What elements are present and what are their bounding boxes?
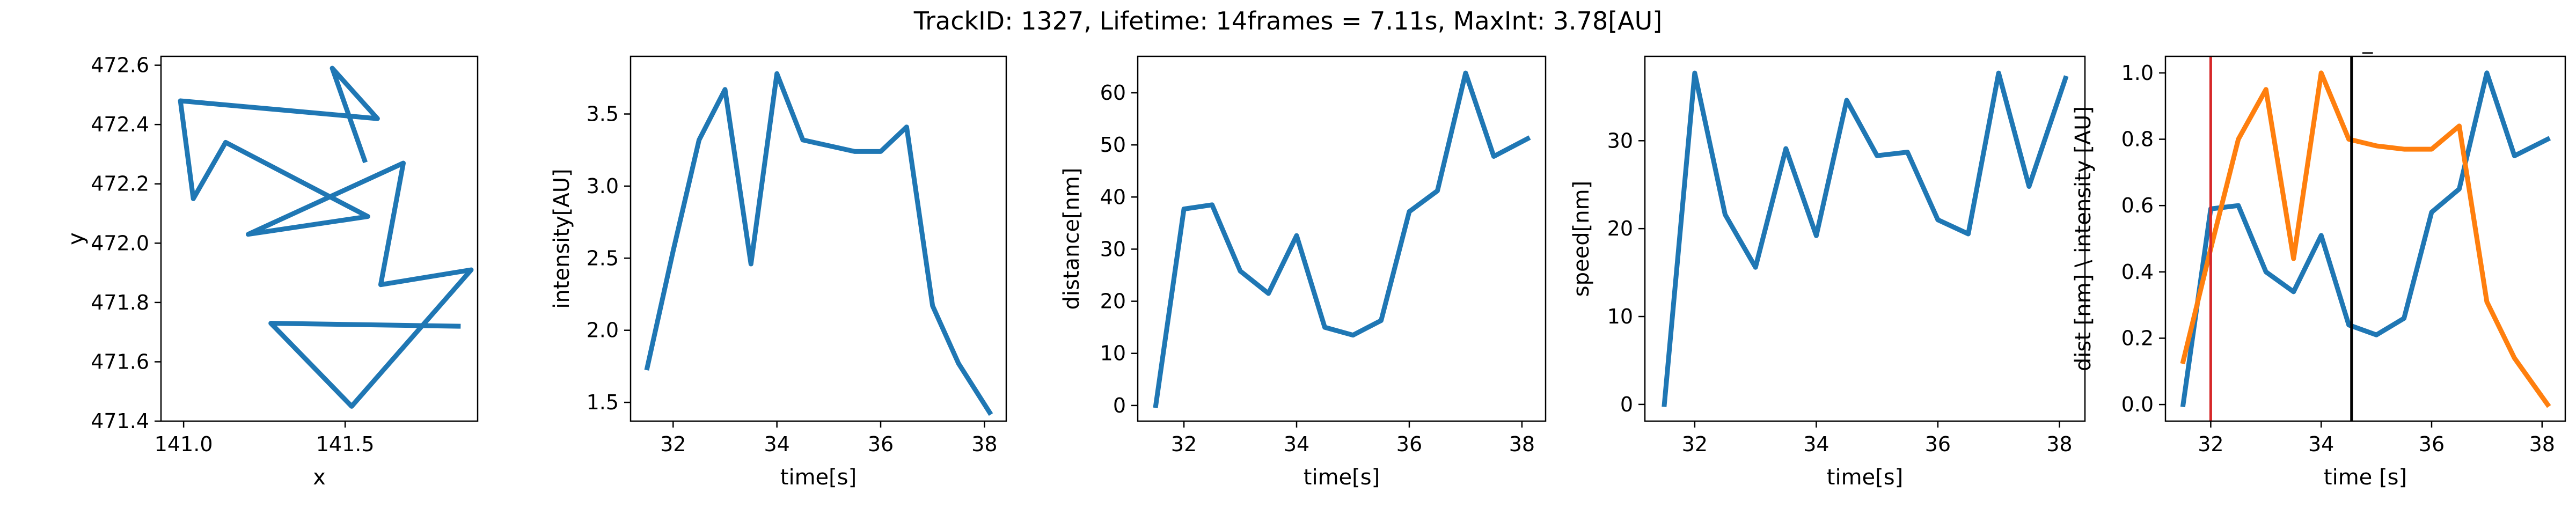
series-line-2	[2180, 70, 2551, 408]
x-tick-label: 36	[2419, 432, 2445, 456]
y-tick-label: 472.2	[91, 172, 149, 196]
x-tick-label: 141.0	[155, 432, 213, 456]
y-tick-label: 10	[1607, 305, 1633, 328]
x-axis-label: time[s]	[1304, 465, 1380, 490]
axes-frame	[630, 55, 1007, 422]
series-line-1	[644, 71, 993, 416]
subplot-3: 32 34 36 38 0 10 20 30 40 50 60 time[s] distance[nm]	[1059, 55, 1547, 490]
y-tick-label: 471.6	[91, 350, 149, 373]
y-tick-label: 3.5	[587, 102, 619, 126]
y-tick-label: 40	[1100, 185, 1126, 209]
axes-frame	[1137, 55, 1547, 422]
y-tick-label: 0.0	[2121, 393, 2154, 416]
x-axis-label: time[s]	[780, 465, 857, 490]
y-tick-label: 20	[1100, 290, 1126, 313]
series-line-1	[2180, 70, 2551, 408]
x-tick-label: 36	[1925, 432, 1951, 456]
y-tick-label: 0.8	[2121, 128, 2154, 151]
y-tick-label: 1.5	[587, 391, 619, 414]
y-tick-label: 20	[1607, 217, 1633, 240]
y-tick-label: 30	[1100, 237, 1126, 261]
figure-title: TrackID: 1327, Lifetime: 14frames = 7.11…	[913, 6, 1663, 35]
x-tick-label: 38	[971, 432, 997, 456]
x-axis-label: time[s]	[1827, 465, 1903, 490]
x-tick-label: 34	[1284, 432, 1309, 456]
y-axis-label: intensity[AU]	[550, 168, 574, 308]
x-tick-label: 32	[1682, 432, 1708, 456]
x-tick-label: 34	[1803, 432, 1829, 456]
y-tick-label: 0.6	[2121, 194, 2154, 217]
y-axis-label: dist [nm] \ intensity [AU]	[2071, 106, 2096, 371]
y-tick-label: 0.2	[2121, 326, 2154, 350]
y-axis-label: speed[nm]	[1569, 181, 1594, 297]
y-tick-label: 2.5	[587, 246, 619, 270]
x-tick-label: 38	[2529, 432, 2555, 456]
y-tick-label: 2.0	[587, 319, 619, 342]
y-tick-label: 472.6	[91, 54, 149, 77]
y-tick-label: 3.0	[587, 174, 619, 198]
x-tick-label: 34	[2308, 432, 2334, 456]
x-tick-label: 34	[764, 432, 789, 456]
series-line-1	[178, 65, 474, 409]
axes-frame	[2164, 55, 2566, 422]
y-axis-label: y	[64, 232, 89, 245]
x-axis-label: time [s]	[2324, 465, 2407, 490]
y-tick-label: 471.8	[91, 291, 149, 314]
subplot-4: 32 34 36 38 0 10 20 30 time[s] speed[nm]	[1569, 55, 2086, 490]
x-tick-label: 32	[1171, 432, 1197, 456]
subplot-5: 32 34 36 38 0.0 0.2 0.4 0.6 0.8 1.0 time [s] dist […	[2071, 30, 2566, 490]
series-line-1	[1662, 70, 2069, 407]
x-axis-label: x	[313, 465, 326, 490]
x-tick-label: 38	[2046, 432, 2072, 456]
subplot-title: _	[2362, 30, 2373, 54]
subplot-2: 32 34 36 38 1.5 2.0 2.5 3.0 3.5 time[s] intensity[…	[550, 55, 1007, 490]
axes-frame	[1644, 55, 2086, 422]
y-tick-label: 472.4	[91, 113, 149, 136]
y-tick-label: 1.0	[2121, 61, 2154, 85]
y-tick-label: 50	[1100, 133, 1126, 157]
subplot-1: 141.0 141.5 471.4 471.6 471.8 472.0 472.2 472.4…	[64, 54, 479, 490]
x-tick-label: 141.5	[316, 432, 375, 456]
x-tick-label: 36	[868, 432, 894, 456]
y-tick-label: 472.0	[91, 231, 149, 255]
y-tick-label: 60	[1100, 81, 1126, 105]
y-tick-label: 30	[1607, 129, 1633, 152]
x-tick-label: 36	[1396, 432, 1422, 456]
x-tick-label: 32	[2198, 432, 2223, 456]
x-tick-label: 38	[1509, 432, 1535, 456]
y-tick-label: 471.4	[91, 409, 149, 433]
subplots: 141.0 141.5 471.4 471.6 471.8 472.0 472.2 472.4…	[64, 30, 2566, 490]
axes-frame	[160, 55, 479, 422]
y-tick-label: 10	[1100, 342, 1126, 365]
series-line-1	[1153, 70, 1531, 408]
y-tick-label: 0	[1620, 393, 1633, 416]
y-axis-label: distance[nm]	[1059, 167, 1084, 310]
y-tick-label: 0.4	[2121, 260, 2154, 284]
x-tick-label: 32	[660, 432, 686, 456]
y-tick-label: 0	[1113, 394, 1126, 417]
